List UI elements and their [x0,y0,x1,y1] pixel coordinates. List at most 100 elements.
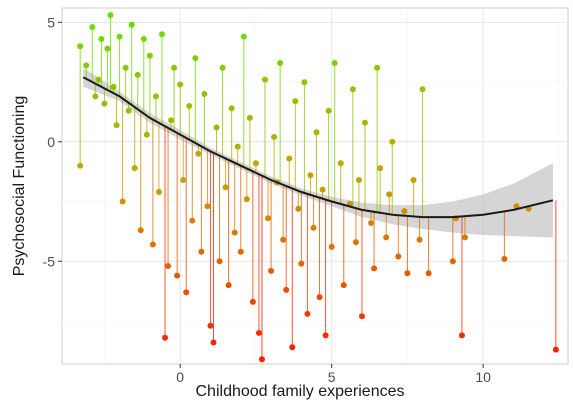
data-point [249,298,256,305]
data-point [168,117,175,124]
data-point [177,81,184,88]
data-point [289,344,296,351]
data-point [262,76,269,83]
data-point [283,286,290,293]
y-axis-ticks: -5 0 5 [43,14,62,269]
data-point [313,129,320,136]
data-point [280,236,287,243]
data-point [271,134,278,141]
data-point [307,172,314,179]
data-point [219,64,226,71]
data-point [155,188,162,195]
data-point [337,160,344,167]
data-point [92,93,99,100]
data-point [180,177,187,184]
data-point [152,93,159,100]
data-point [204,203,211,210]
data-point [304,310,311,317]
residual-stems-layer [79,15,557,360]
data-point [246,114,253,121]
fit-curve [82,76,554,219]
data-point [552,346,559,353]
data-point [240,33,247,40]
data-point [101,100,108,107]
data-point [189,217,196,224]
plot-panel [61,7,569,365]
data-point [165,263,172,270]
data-point [216,258,223,265]
data-point [501,255,508,262]
confidence-band-layer [83,67,553,238]
data-point [355,177,362,184]
data-point [265,215,272,222]
y-tick-label: 0 [47,134,55,150]
data-point [207,322,214,329]
data-point [137,227,144,234]
data-point [158,31,165,38]
data-point [374,64,381,71]
confidence-band [83,67,553,238]
data-point [310,224,317,231]
data-point [331,59,338,66]
data-point [316,294,323,301]
data-points-layer [77,12,559,363]
data-point [95,76,102,83]
data-point [140,36,147,43]
data-point [352,239,359,246]
data-point [186,102,193,109]
data-point [210,339,217,346]
data-point [104,45,111,52]
data-point [449,258,456,265]
data-point [237,248,244,255]
data-point [461,234,468,241]
data-point [255,329,262,336]
data-point [383,234,390,241]
data-point [301,79,308,86]
data-point [410,177,417,184]
data-point [98,36,105,43]
data-point [83,62,90,69]
data-point [119,198,126,205]
data-point [277,59,284,66]
data-point [268,267,275,274]
data-point [146,52,153,59]
data-point [258,356,265,363]
data-point [319,186,326,193]
data-point [213,124,220,131]
data-point [322,332,329,339]
data-point [201,91,208,98]
data-point [358,313,365,320]
data-point [134,71,141,78]
data-point [298,260,305,267]
data-point [225,282,232,289]
data-point [149,241,156,248]
data-point [295,205,302,212]
data-point [458,332,465,339]
x-tick-label: 10 [475,369,491,385]
data-point [404,270,411,277]
x-tick-label: 5 [328,369,336,385]
data-point [198,248,205,255]
y-tick-label: 5 [47,14,55,30]
y-axis-title: Psychosocial Functioning [11,96,28,277]
data-point [77,162,84,169]
data-point [77,43,84,50]
data-point [243,196,250,203]
data-point [128,21,135,28]
data-point [377,165,384,172]
data-point [419,86,426,93]
data-point [340,282,347,289]
data-point [349,86,356,93]
data-point [395,253,402,260]
data-point [416,236,423,243]
data-point [228,105,235,112]
data-point [183,289,190,296]
data-point [389,138,396,145]
data-point [192,55,199,62]
data-point [174,272,181,279]
data-point [252,160,259,167]
y-tick-label: -5 [43,253,56,269]
x-axis-title: Childhood family experiences [196,383,405,400]
data-point [371,265,378,272]
